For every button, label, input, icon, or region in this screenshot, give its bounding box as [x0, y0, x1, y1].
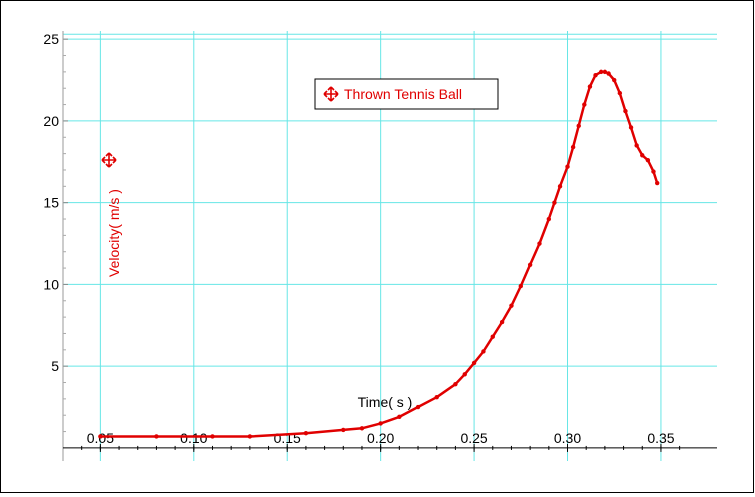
- legend: Thrown Tennis Ball: [314, 78, 499, 110]
- data-point: [640, 153, 645, 158]
- x-tick-label: 0.25: [460, 430, 487, 446]
- axis-labels: Velocity( m/s ) Time( s ): [101, 152, 413, 410]
- data-point: [655, 180, 660, 186]
- y-axis-label: Velocity( m/s ): [106, 189, 122, 277]
- data-point: [617, 90, 623, 96]
- x-tick-label: 0.15: [274, 430, 301, 446]
- y-tick-label: 10: [43, 276, 59, 292]
- data-point: [598, 69, 604, 75]
- x-tick-label: 0.10: [180, 430, 207, 446]
- data-point: [645, 157, 651, 163]
- data-point: [612, 77, 617, 83]
- data-point: [518, 283, 523, 289]
- data-point: [359, 426, 365, 431]
- data-point: [98, 434, 103, 439]
- data-point: [499, 319, 505, 325]
- data-point: [247, 434, 253, 439]
- data-point: [587, 84, 593, 89]
- data-point: [628, 125, 634, 130]
- data-point: [546, 216, 552, 222]
- data-point: [623, 108, 628, 114]
- data-point: [462, 372, 467, 377]
- minor-ticks: [63, 55, 681, 450]
- data-point: [565, 164, 570, 169]
- x-tick-label: 0.20: [367, 430, 394, 446]
- crosshair-arrows-icon: [323, 86, 339, 102]
- series-thrown-tennis-ball: [98, 69, 660, 439]
- data-point: [154, 434, 159, 439]
- grid-lines: [63, 31, 717, 461]
- data-point: [490, 334, 495, 339]
- data-point: [602, 69, 608, 75]
- data-point: [570, 144, 576, 150]
- data-point: [606, 71, 611, 76]
- series-line: [100, 70, 659, 438]
- data-point: [434, 395, 439, 400]
- data-point: [378, 421, 383, 426]
- legend-entry-label: Thrown Tennis Ball: [344, 86, 462, 102]
- data-point: [552, 200, 557, 205]
- y-tick-label: 15: [43, 195, 59, 211]
- data-point: [537, 241, 542, 246]
- y-axis-marker-icon: [101, 152, 117, 168]
- data-point: [341, 427, 346, 433]
- data-point: [582, 102, 587, 107]
- x-tick-label: 0.35: [647, 430, 674, 446]
- y-tick-label: 5: [51, 358, 59, 374]
- data-point: [471, 360, 477, 366]
- y-axis-label-group: Velocity( m/s ): [106, 189, 122, 277]
- legend-box: [314, 78, 499, 110]
- x-tick-label: 0.30: [554, 430, 581, 446]
- data-point: [509, 303, 514, 308]
- y-tick-label: 25: [43, 31, 59, 47]
- data-point: [576, 123, 581, 129]
- data-point: [634, 143, 639, 148]
- data-point: [557, 184, 563, 189]
- y-tick-label: 20: [43, 113, 59, 129]
- data-point: [397, 414, 402, 420]
- data-point: [453, 381, 458, 387]
- data-point: [651, 169, 656, 174]
- data-point: [481, 349, 486, 354]
- x-axis-label: Time( s ): [358, 394, 413, 410]
- data-point: [415, 404, 421, 410]
- data-point: [527, 262, 533, 268]
- data-point: [593, 72, 598, 78]
- data-point: [303, 431, 309, 436]
- data-point: [210, 434, 215, 439]
